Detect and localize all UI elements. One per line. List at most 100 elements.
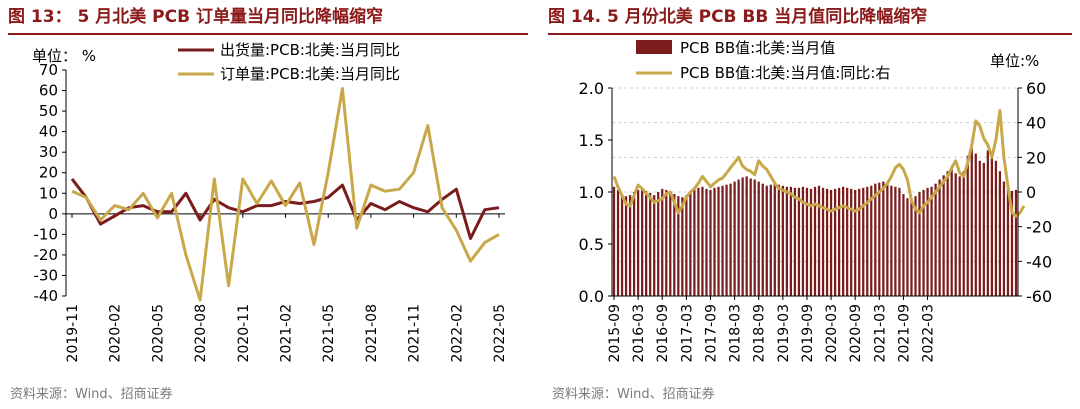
- bb-bar: [986, 150, 989, 296]
- bb-bar: [669, 192, 672, 296]
- bb-bar: [930, 186, 933, 296]
- bb-bar: [785, 186, 788, 296]
- bb-bar: [926, 187, 929, 296]
- bb-bar: [946, 171, 949, 296]
- bb-bar: [862, 187, 865, 296]
- bb-bar: [737, 179, 740, 296]
- series-line-shipments: [70, 177, 500, 240]
- bb-bar: [817, 185, 821, 296]
- bb-bar: [612, 186, 616, 296]
- bb-bar: [793, 187, 797, 296]
- bb-bar: [673, 194, 676, 296]
- left-figure-title: 图 13： 5 月北美 PCB 订单量当月同比降幅缩窄: [8, 7, 383, 27]
- x-tick-label: 2021-09: [896, 304, 912, 363]
- y-tick-label: 60: [39, 82, 58, 100]
- bb-bar: [978, 160, 981, 296]
- bb-bar: [665, 189, 668, 296]
- bb-bar: [757, 181, 760, 296]
- bb-bar: [833, 188, 837, 296]
- bb-bar: [733, 181, 736, 296]
- bb-bar: [653, 195, 656, 296]
- bb-bar: [624, 196, 628, 296]
- x-tick-label: 2022-05: [492, 304, 508, 363]
- bb-bar: [809, 188, 813, 296]
- x-tick-label: 2016-09: [655, 304, 671, 363]
- bb-bar: [1002, 181, 1006, 296]
- x-tick-label: 2017-09: [703, 304, 719, 363]
- y-tick-label: 70: [39, 61, 58, 79]
- bb-bar: [645, 190, 648, 296]
- x-tick-label: 2020-03: [824, 304, 840, 363]
- x-tick-label: 2021-02: [279, 304, 295, 363]
- right-tick-label: 0: [1026, 183, 1036, 202]
- bb-bar: [713, 187, 716, 296]
- left-tick-label: 1.5: [579, 131, 604, 150]
- legend-swatch-bar: [636, 40, 672, 54]
- bb-bar: [918, 192, 921, 296]
- bb-bar: [942, 175, 945, 296]
- bb-bar: [641, 188, 644, 296]
- x-tick-label: 2021-03: [872, 304, 888, 363]
- x-tick-label: 2022-02: [449, 304, 465, 363]
- legend-label: PCB BB值:北美:当月值:同比:右: [680, 64, 890, 82]
- bb-bar: [914, 196, 917, 296]
- right-title-rule: [548, 33, 1072, 35]
- bb-bar: [632, 192, 636, 296]
- y-tick-label: 30: [39, 143, 58, 161]
- bb-bar: [1010, 190, 1014, 296]
- bb-bar: [829, 189, 833, 296]
- x-tick-label: 2020-02: [108, 304, 124, 363]
- bb-bar: [697, 187, 700, 296]
- bb-bar: [970, 148, 973, 296]
- bb-bar: [628, 195, 632, 296]
- bb-bar: [974, 153, 977, 296]
- bb-bar: [938, 179, 941, 296]
- bb-bar: [958, 176, 961, 296]
- bb-bar: [717, 186, 720, 296]
- legend-label: 订单量:PCB:北美:当月同比: [220, 65, 400, 83]
- bb-bar: [906, 198, 909, 296]
- right-tick-label: -20: [1026, 218, 1052, 237]
- x-tick-label: 2015-09: [607, 304, 623, 363]
- bb-bar: [966, 155, 969, 296]
- bb-bar: [721, 185, 724, 296]
- x-tick-label: 2018-09: [752, 304, 768, 363]
- bb-bar: [616, 189, 620, 296]
- bb-bar: [894, 186, 897, 296]
- bb-bar: [729, 183, 732, 296]
- bb-bar: [753, 179, 756, 296]
- x-tick-label: 2019-03: [776, 304, 792, 363]
- bb-bar: [761, 183, 764, 296]
- y-tick-label: -40: [34, 287, 59, 305]
- y-tick-label: -20: [34, 246, 59, 264]
- bb-bar: [813, 186, 817, 296]
- bb-bar: [797, 187, 801, 296]
- bb-bar: [781, 185, 784, 296]
- x-tick-label: 2022-03: [921, 304, 937, 363]
- right-bar-line-chart: 0.0 0.5 1.0 1.5 2.0 60 40 20 0 -20 -40 -60 2015-09 20…: [579, 39, 1053, 363]
- bb-bar: [749, 178, 752, 296]
- y-tick-label: 40: [39, 123, 58, 141]
- bb-bar: [649, 193, 652, 296]
- x-tick-label: 2018-03: [728, 304, 744, 363]
- x-tick-label: 2019-11: [65, 304, 81, 363]
- y-tick-label: 0: [48, 205, 58, 223]
- bb-bar: [934, 183, 937, 296]
- right-tick-label: 60: [1026, 79, 1046, 98]
- bb-bar: [681, 197, 684, 296]
- bb-bar: [661, 188, 664, 296]
- x-tick-label: 2016-03: [631, 304, 647, 363]
- x-tick-label: 2020-09: [848, 304, 864, 363]
- left-line-chart: 70 60 50 40 30 20 10 0 -10 -20 -30 -40 2019-11 2020-0…: [32, 41, 508, 363]
- bb-bar: [982, 162, 985, 296]
- bb-bar: [657, 192, 660, 296]
- bb-bar: [994, 160, 998, 296]
- right-tick-label: -40: [1026, 252, 1052, 271]
- bb-bar: [701, 186, 704, 296]
- bb-bar: [882, 181, 885, 296]
- bb-bar: [801, 186, 805, 296]
- y-tick-label: 10: [39, 184, 58, 202]
- bb-bar: [954, 173, 957, 296]
- bb-bar: [789, 186, 793, 296]
- x-tick-label: 2017-03: [679, 304, 695, 363]
